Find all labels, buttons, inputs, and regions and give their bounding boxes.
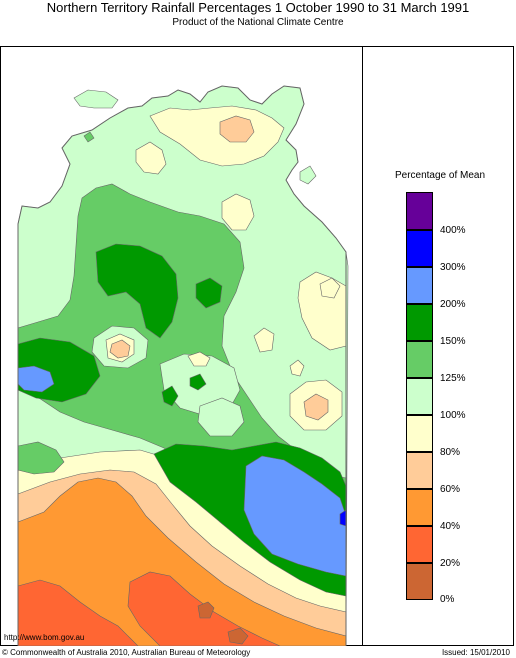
legend-label-150: 150%: [440, 336, 466, 347]
zone-0-spot2: [227, 627, 249, 645]
legend-label-100: 100%: [440, 410, 466, 421]
source-url[interactable]: http://www.bom.gov.au: [4, 633, 85, 642]
legend-title: Percentage of Mean: [394, 170, 486, 181]
legend-label-0: 0%: [440, 594, 455, 605]
legend-swatch-60-80: [406, 452, 433, 489]
legend-swatch-80-100: [406, 415, 433, 452]
island-groote: [299, 165, 317, 185]
rainfall-map: [17, 85, 349, 646]
zone-100-hole2: [187, 351, 211, 367]
zone-150-west: [17, 441, 65, 475]
map-panel: [0, 46, 363, 646]
zone-20-southwest: [17, 579, 139, 646]
legend-label-125: 125%: [440, 373, 466, 384]
legend-label-20: 20%: [440, 558, 461, 569]
map-title: Northern Territory Rainfall Percentages …: [46, 0, 470, 15]
legend-label-40: 40%: [440, 521, 461, 532]
zone-80-patch1: [135, 141, 167, 175]
zone-80-small3: [319, 277, 341, 299]
legend-label-80: 80%: [440, 447, 461, 458]
island-melville: [73, 89, 119, 109]
zone-80-small2: [289, 359, 305, 377]
legend-swatch-100-125: [406, 378, 433, 415]
territory-outline: [17, 85, 347, 646]
zone-300-west: [17, 365, 55, 393]
issued-date: Issued: 15/01/2010: [441, 648, 510, 657]
legend-swatch-125-150: [406, 341, 433, 378]
zone-200-small1: [161, 385, 179, 407]
zone-200-north: [95, 243, 179, 339]
legend-label-200: 200%: [440, 299, 466, 310]
legend-swatch-300-400: [406, 230, 433, 267]
zone-200-northeast: [195, 277, 223, 309]
zone-125-hole3: [197, 397, 245, 437]
map-subtitle: Product of the National Climate Centre: [172, 17, 344, 28]
zone-200-small2: [189, 373, 207, 391]
legend-swatch-above-400: [406, 192, 433, 230]
legend-label-300: 300%: [440, 262, 466, 273]
legend-swatch-200-300: [406, 267, 433, 304]
legend-label-60: 60%: [440, 484, 461, 495]
zone-60-ring: [303, 393, 329, 421]
legend-swatch-150-200: [406, 304, 433, 341]
legend-label-400: 400%: [440, 225, 466, 236]
zone-80-patch2: [221, 193, 255, 231]
zone-80-hole1: [109, 339, 131, 359]
zone-0-spot: [197, 601, 215, 619]
legend-swatch-0-20: [406, 563, 433, 600]
zone-80-small1: [253, 327, 275, 353]
copyright-notice: © Commonwealth of Australia 2010, Austra…: [2, 648, 251, 657]
legend-swatch-20-40: [406, 526, 433, 563]
legend-swatch-40-60: [406, 489, 433, 526]
zone-60-northeast: [219, 115, 255, 143]
island-small: [83, 131, 95, 143]
